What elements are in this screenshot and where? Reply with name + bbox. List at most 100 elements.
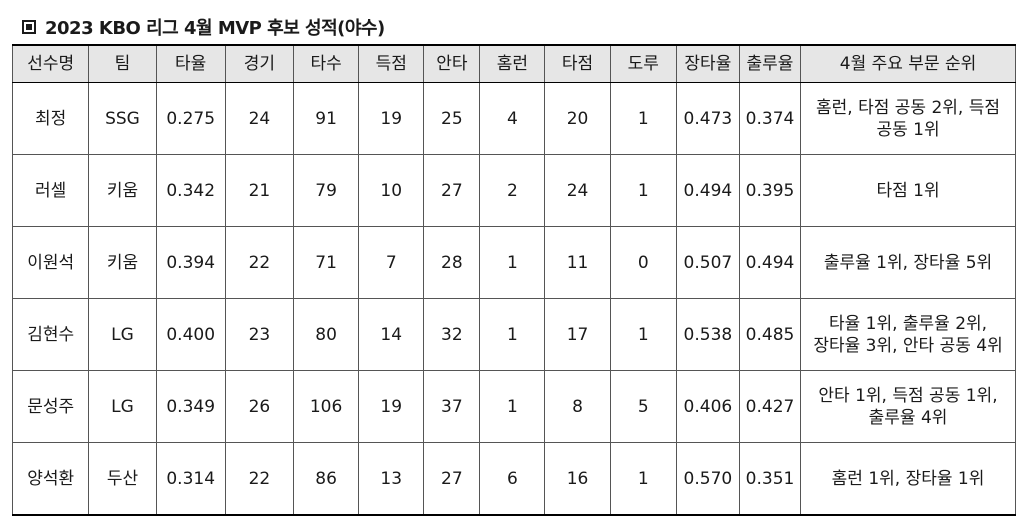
obp-cell: 0.485 xyxy=(738,298,802,371)
games-cell: 22 xyxy=(224,442,295,516)
rankings-cell: 출루율 1위, 장타율 5위 xyxy=(800,226,1016,299)
header-hits: 안타 xyxy=(423,44,481,83)
rbi-cell: 8 xyxy=(544,370,611,443)
stolen-bases-cell: 1 xyxy=(609,154,677,227)
header-obp: 출루율 xyxy=(738,44,802,83)
header-rbi: 타점 xyxy=(544,44,611,83)
runs-cell: 19 xyxy=(358,370,425,443)
runs-cell: 14 xyxy=(358,298,425,371)
document-title-row: 2023 KBO 리그 4월 MVP 후보 성적(야수) xyxy=(22,12,385,42)
stolen-bases-cell: 1 xyxy=(609,442,677,516)
avg-cell: 0.400 xyxy=(155,298,226,371)
obp-cell: 0.395 xyxy=(738,154,802,227)
obp-cell: 0.351 xyxy=(738,442,802,516)
team-cell: LG xyxy=(88,370,157,443)
stolen-bases-cell: 1 xyxy=(609,82,677,155)
document-title: 2023 KBO 리그 4월 MVP 후보 성적(야수) xyxy=(45,18,385,39)
rbi-cell: 17 xyxy=(544,298,611,371)
games-cell: 21 xyxy=(224,154,295,227)
player-name: 양석환 xyxy=(11,442,90,516)
header-team: 팀 xyxy=(88,44,157,83)
obp-cell: 0.374 xyxy=(738,82,802,155)
hits-cell: 27 xyxy=(423,154,481,227)
rankings-cell: 홈런, 타점 공동 2위, 득점 공동 1위 xyxy=(800,82,1016,155)
slg-cell: 0.406 xyxy=(675,370,740,443)
rankings-cell: 안타 1위, 득점 공동 1위, 출루율 4위 xyxy=(800,370,1016,443)
runs-cell: 10 xyxy=(358,154,425,227)
rankings-cell: 홈런 1위, 장타율 1위 xyxy=(800,442,1016,516)
home-runs-cell: 6 xyxy=(479,442,546,516)
header-slg: 장타율 xyxy=(675,44,740,83)
player-name: 러셀 xyxy=(11,154,90,227)
runs-cell: 7 xyxy=(358,226,425,299)
games-cell: 23 xyxy=(224,298,295,371)
home-runs-cell: 1 xyxy=(479,226,546,299)
at-bats-cell: 71 xyxy=(293,226,360,299)
at-bats-cell: 79 xyxy=(293,154,360,227)
team-cell: 두산 xyxy=(88,442,157,516)
team-cell: LG xyxy=(88,298,157,371)
home-runs-cell: 1 xyxy=(479,370,546,443)
header-home-runs: 홈런 xyxy=(479,44,546,83)
player-name: 최정 xyxy=(11,82,90,155)
slg-cell: 0.473 xyxy=(675,82,740,155)
at-bats-cell: 86 xyxy=(293,442,360,516)
header-row: 선수명 팀 타율 경기 타수 득점 안타 홈런 타점 도루 장타율 출루율 4월… xyxy=(11,44,1016,83)
team-cell: 키움 xyxy=(88,226,157,299)
hits-cell: 32 xyxy=(423,298,481,371)
header-games: 경기 xyxy=(224,44,295,83)
table-row: 이원석 키움 0.394 22 71 7 28 1 11 0 0.507 0.4… xyxy=(11,226,1016,299)
hits-cell: 27 xyxy=(423,442,481,516)
hits-cell: 28 xyxy=(423,226,481,299)
obp-cell: 0.427 xyxy=(738,370,802,443)
games-cell: 22 xyxy=(224,226,295,299)
header-at-bats: 타수 xyxy=(293,44,360,83)
avg-cell: 0.342 xyxy=(155,154,226,227)
slg-cell: 0.494 xyxy=(675,154,740,227)
table-row: 문성주 LG 0.349 26 106 19 37 1 8 5 0.406 0.… xyxy=(11,370,1016,443)
rbi-cell: 11 xyxy=(544,226,611,299)
header-player: 선수명 xyxy=(11,44,90,83)
at-bats-cell: 106 xyxy=(293,370,360,443)
rbi-cell: 16 xyxy=(544,442,611,516)
player-name: 이원석 xyxy=(11,226,90,299)
header-avg: 타율 xyxy=(155,44,226,83)
header-rankings: 4월 주요 부문 순위 xyxy=(800,44,1016,83)
team-cell: 키움 xyxy=(88,154,157,227)
table-row: 양석환 두산 0.314 22 86 13 27 6 16 1 0.570 0.… xyxy=(11,442,1016,516)
header-runs: 득점 xyxy=(358,44,425,83)
avg-cell: 0.349 xyxy=(155,370,226,443)
games-cell: 24 xyxy=(224,82,295,155)
rankings-cell: 타점 1위 xyxy=(800,154,1016,227)
table-row: 러셀 키움 0.342 21 79 10 27 2 24 1 0.494 0.3… xyxy=(11,154,1016,227)
player-name: 문성주 xyxy=(11,370,90,443)
rbi-cell: 20 xyxy=(544,82,611,155)
stolen-bases-cell: 0 xyxy=(609,226,677,299)
stolen-bases-cell: 1 xyxy=(609,298,677,371)
avg-cell: 0.394 xyxy=(155,226,226,299)
player-name: 김현수 xyxy=(11,298,90,371)
hits-cell: 25 xyxy=(423,82,481,155)
avg-cell: 0.275 xyxy=(155,82,226,155)
at-bats-cell: 91 xyxy=(293,82,360,155)
slg-cell: 0.570 xyxy=(675,442,740,516)
rankings-cell: 타율 1위, 출루율 2위, 장타율 3위, 안타 공동 4위 xyxy=(800,298,1016,371)
avg-cell: 0.314 xyxy=(155,442,226,516)
team-cell: SSG xyxy=(88,82,157,155)
home-runs-cell: 2 xyxy=(479,154,546,227)
header-stolen-bases: 도루 xyxy=(609,44,677,83)
hits-cell: 37 xyxy=(423,370,481,443)
obp-cell: 0.494 xyxy=(738,226,802,299)
games-cell: 26 xyxy=(224,370,295,443)
at-bats-cell: 80 xyxy=(293,298,360,371)
slg-cell: 0.507 xyxy=(675,226,740,299)
rbi-cell: 24 xyxy=(544,154,611,227)
home-runs-cell: 1 xyxy=(479,298,546,371)
mvp-candidates-table: 선수명 팀 타율 경기 타수 득점 안타 홈런 타점 도루 장타율 출루율 4월… xyxy=(11,44,1016,516)
home-runs-cell: 4 xyxy=(479,82,546,155)
square-bullet-icon xyxy=(22,20,36,34)
table-row: 최정 SSG 0.275 24 91 19 25 4 20 1 0.473 0.… xyxy=(11,82,1016,155)
runs-cell: 19 xyxy=(358,82,425,155)
table-row: 김현수 LG 0.400 23 80 14 32 1 17 1 0.538 0.… xyxy=(11,298,1016,371)
stolen-bases-cell: 5 xyxy=(609,370,677,443)
